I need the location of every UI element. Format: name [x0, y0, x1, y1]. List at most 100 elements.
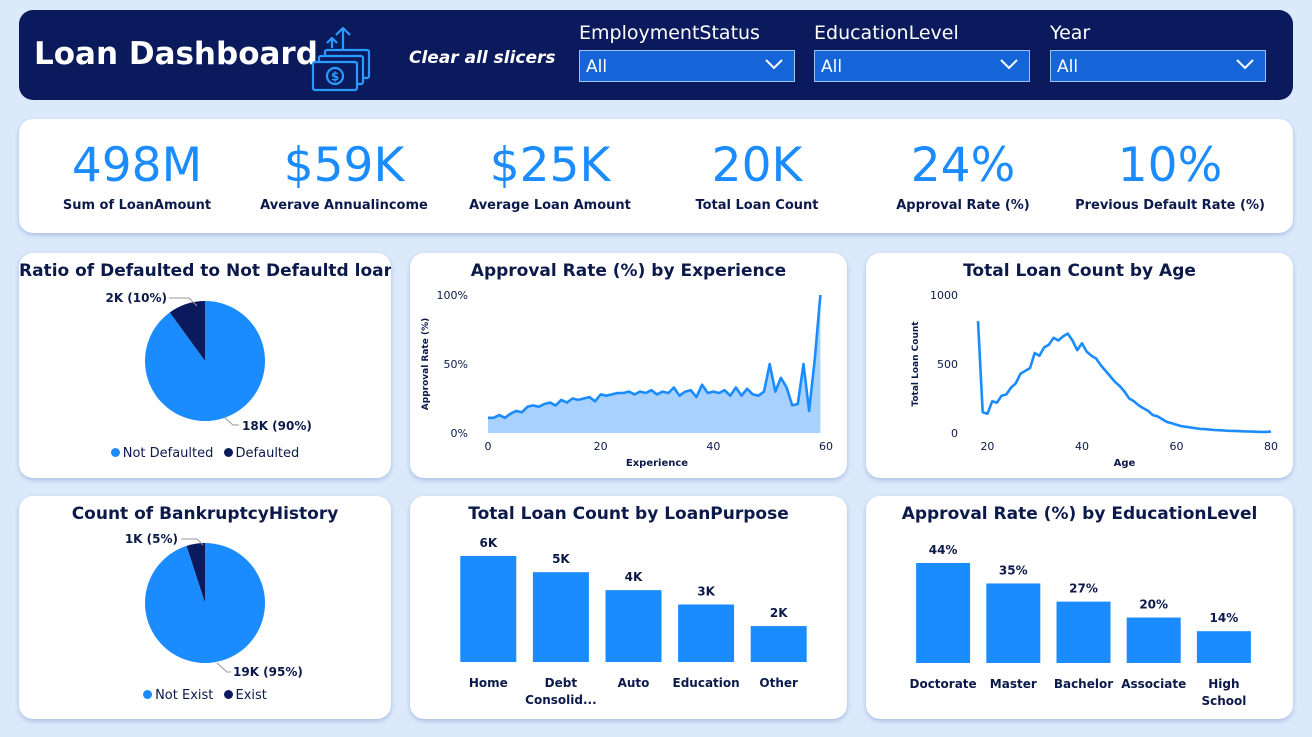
- chart-title: Total Loan Count by Age: [963, 261, 1196, 281]
- bar-data-label: 5K: [552, 552, 570, 566]
- loan-count-by-age-card[interactable]: Total Loan Count by Age 0 500 1000 20 40 60 80…: [866, 253, 1293, 478]
- leader-line: [216, 662, 231, 673]
- slicer-label: EducationLevel: [814, 22, 959, 44]
- kpi-average-loan-amount: $25K Average Loan Amount: [445, 137, 655, 213]
- bar-data-label: 35%: [999, 563, 1028, 577]
- kpi-label: Average Loan Amount: [469, 198, 631, 213]
- x-axis-label: Experience: [626, 458, 688, 469]
- leader-line: [169, 297, 198, 307]
- svg-text:$: $: [331, 70, 339, 84]
- default-ratio-chart-card[interactable]: Ratio of Defaulted to Not Defaultd loans…: [19, 253, 391, 478]
- bar-data-label: 20%: [1139, 598, 1168, 612]
- bar: [986, 583, 1041, 663]
- approval-by-experience-area-chart: 0% 50% 100% 0 20 40 60 Experience Approval Rate …: [421, 289, 833, 469]
- dropdown-value: All: [1057, 57, 1079, 77]
- legend-label: Not Exist: [155, 688, 214, 703]
- legend-dot: [143, 690, 153, 699]
- x-tick-label: 80: [1264, 440, 1278, 453]
- x-category-label: Doctorate: [909, 677, 976, 691]
- slicer-employment-status: EmploymentStatus All: [579, 22, 797, 82]
- y-tick-label: 50%: [444, 358, 468, 371]
- kpi-label: Total Loan Count: [695, 198, 819, 213]
- approval-by-education-card[interactable]: Approval Rate (%) by EducationLevel 44% D…: [866, 496, 1293, 719]
- loan-count-by-purpose-card[interactable]: Total Loan Count by LoanPurpose 6K Home 5K…: [410, 496, 847, 719]
- legend-dot: [223, 690, 233, 699]
- chart-title: Approval Rate (%) by Experience: [470, 261, 787, 281]
- header-bar: Loan Dashboard $ Clear all slicers Emplo…: [19, 10, 1293, 100]
- kpi-label: Approval Rate (%): [896, 198, 1030, 213]
- bar: [916, 563, 971, 663]
- bar-data-label: 14%: [1210, 611, 1239, 625]
- clear-all-slicers-button[interactable]: Clear all slicers: [409, 48, 556, 68]
- kpi-label: Sum of LoanAmount: [62, 198, 212, 213]
- x-category-label: Debt: [545, 676, 578, 690]
- x-category-label: High: [1208, 677, 1239, 691]
- x-tick-label: 20: [594, 440, 608, 453]
- legend-item-not-exist[interactable]: Not Exist: [143, 688, 213, 703]
- default-ratio-pie-chart: 2K (10%) 18K (90%): [105, 291, 312, 433]
- loan-count-by-age-line-chart: 0 500 1000 20 40 60 80 Age Total Loan Count: [911, 289, 1278, 469]
- legend-label: Not Defaulted: [122, 446, 214, 461]
- approval-by-education-bar-chart: 44% Doctorate 35% Master 27% Bachelor 20% Assoc…: [909, 543, 1251, 708]
- x-tick-label: 60: [1169, 440, 1183, 453]
- chart-title: Count of BankruptcyHistory: [71, 504, 339, 524]
- bankruptcy-history-pie-chart: 1K (5%) 19K (95%): [125, 532, 303, 679]
- legend-item-defaulted[interactable]: Defaulted: [223, 446, 300, 461]
- slice-data-label: 1K (5%): [125, 532, 178, 546]
- year-dropdown[interactable]: All: [1050, 50, 1266, 82]
- kpi-value: $59K: [283, 138, 405, 193]
- chevron-down-icon: [1000, 59, 1018, 70]
- kpi-average-annual-income: $59K Averave Annualincome: [239, 137, 449, 213]
- series-line: [488, 294, 822, 420]
- kpi-value: 24%: [910, 138, 1016, 193]
- bar: [605, 590, 662, 662]
- pie-slice-not-defaulted: [145, 301, 266, 421]
- slice-data-label: 18K (90%): [242, 419, 312, 433]
- chart-legend: Not Defaulted Defaulted: [19, 446, 391, 461]
- bankruptcy-history-chart-card[interactable]: Count of BankruptcyHistory 1K (5%) 19K (9…: [19, 496, 391, 719]
- slicer-year: Year All: [1050, 22, 1268, 82]
- education-level-dropdown[interactable]: All: [814, 50, 1030, 82]
- x-category-label: School: [1201, 694, 1246, 708]
- slicer-education-level: EducationLevel All: [814, 22, 1032, 82]
- leader-line: [223, 416, 239, 426]
- y-tick-label: 500: [937, 358, 958, 371]
- bar: [532, 572, 589, 662]
- legend-label: Defaulted: [235, 446, 300, 461]
- legend-label: Exist: [235, 688, 267, 703]
- pie-slice-not-exist: [145, 543, 265, 663]
- employment-status-dropdown[interactable]: All: [579, 50, 795, 82]
- slice-data-label: 19K (95%): [233, 665, 303, 679]
- y-tick-label: 0%: [451, 427, 468, 440]
- kpi-value: $25K: [489, 138, 611, 193]
- chart-legend: Not Exist Exist: [19, 688, 391, 703]
- kpi-value: 10%: [1117, 138, 1223, 193]
- x-tick-label: 40: [1075, 440, 1089, 453]
- legend-dot: [110, 448, 120, 457]
- series-line: [976, 321, 1272, 434]
- kpi-label: Previous Default Rate (%): [1075, 198, 1265, 213]
- bar-data-label: 3K: [697, 585, 715, 599]
- x-category-label: Bachelor: [1054, 677, 1113, 691]
- kpi-previous-default-rate: 10% Previous Default Rate (%): [1065, 137, 1275, 213]
- legend-item-not-defaulted[interactable]: Not Defaulted: [110, 446, 214, 461]
- x-tick-label: 20: [980, 440, 994, 453]
- x-category-label: Associate: [1121, 677, 1186, 691]
- approval-by-experience-card[interactable]: Approval Rate (%) by Experience 0% 50% 100…: [410, 253, 847, 478]
- x-axis-label: Age: [1114, 458, 1136, 469]
- slice-data-label: 2K (10%): [105, 291, 167, 305]
- slicer-label: EmploymentStatus: [579, 22, 760, 44]
- bar-data-label: 27%: [1069, 582, 1098, 596]
- loan-count-by-purpose-bar-chart: 6K Home 5K Debt Consolid... 4K Auto 3K Education…: [460, 536, 807, 707]
- slicer-label: Year: [1050, 22, 1091, 44]
- x-category-label: Consolid...: [525, 693, 596, 707]
- legend-dot: [223, 448, 233, 457]
- y-axis-label: Total Loan Count: [911, 321, 921, 407]
- chevron-down-icon: [765, 59, 783, 70]
- bar: [460, 556, 517, 662]
- legend-item-exist[interactable]: Exist: [223, 688, 267, 703]
- kpi-value: 498M: [71, 138, 203, 193]
- x-tick-label: 40: [706, 440, 720, 453]
- money-upload-icon: $: [311, 26, 371, 92]
- kpi-sum-loan-amount: 498M Sum of LoanAmount: [32, 137, 242, 213]
